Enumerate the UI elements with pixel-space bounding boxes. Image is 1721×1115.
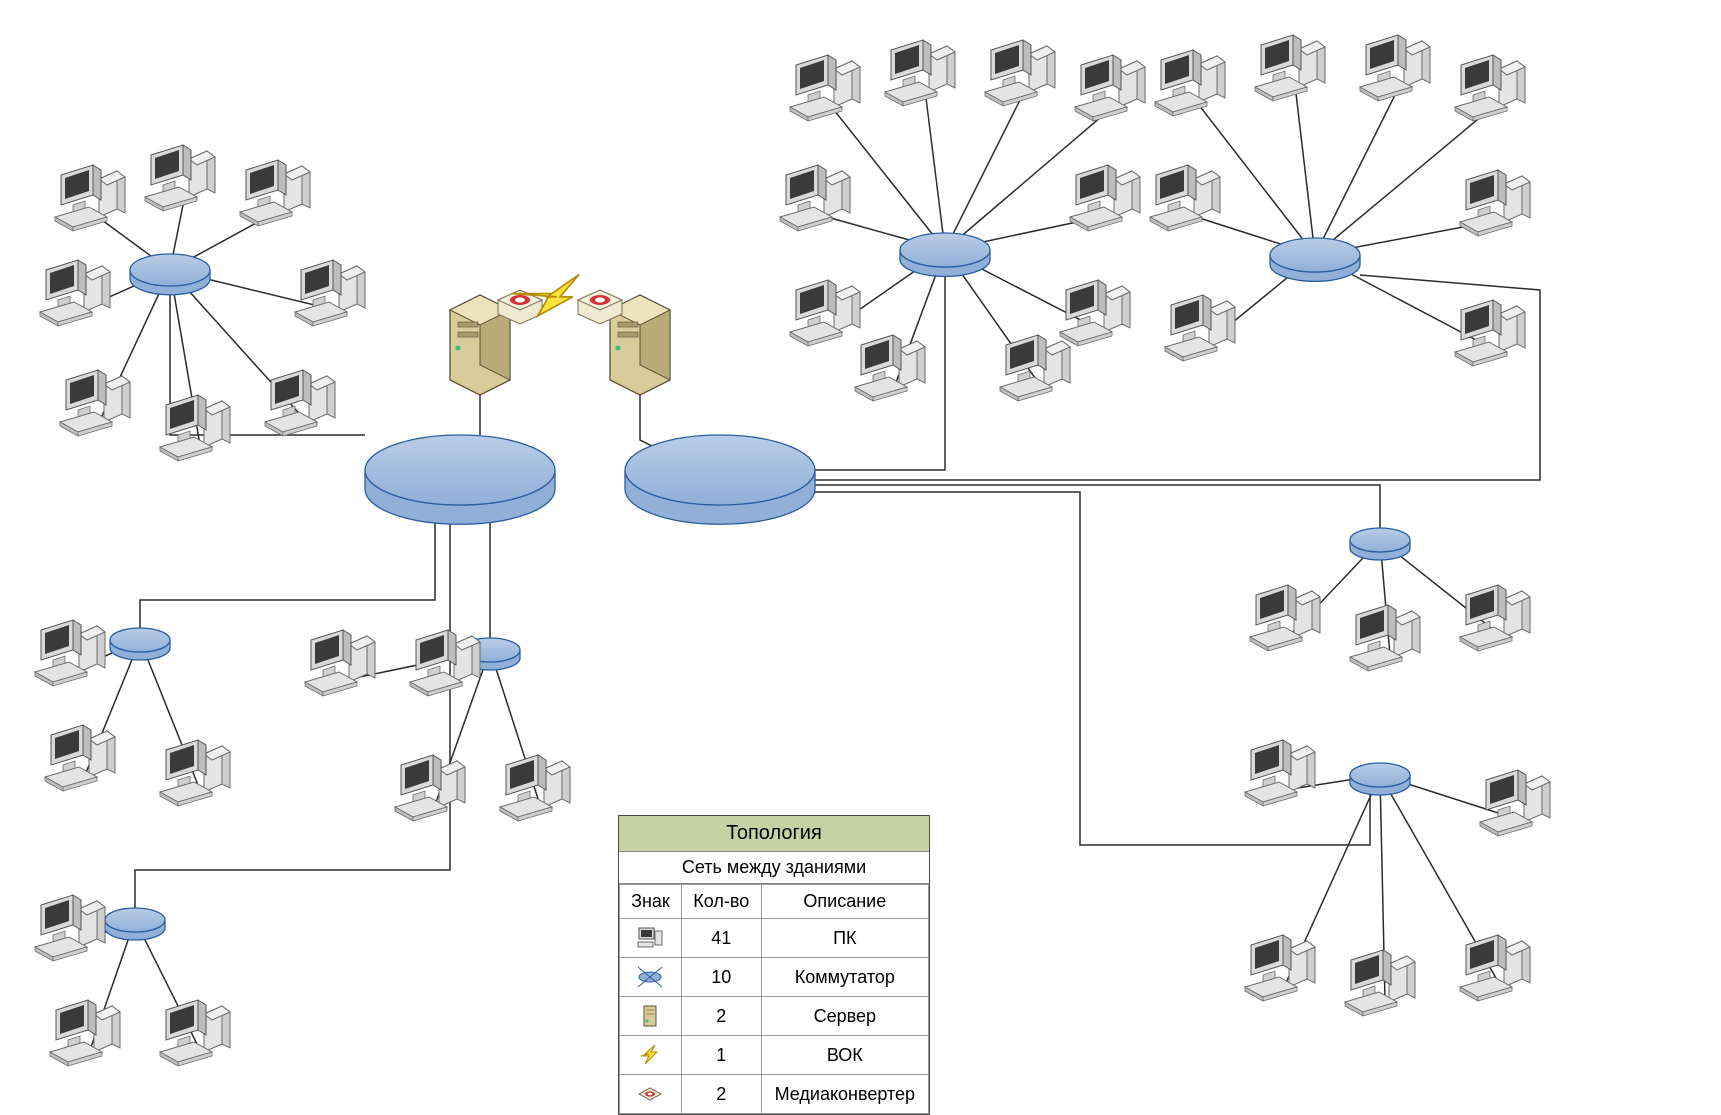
legend-qty: 1 [681,1036,761,1075]
server-icon [620,997,682,1036]
pc-icon [145,145,215,211]
pc-icon [265,370,335,436]
pc-icon [1155,50,1225,116]
pc-icon [1350,605,1420,671]
pc-icon [790,55,860,121]
pc-icon [1070,165,1140,231]
legend-col-desc: Описание [761,885,928,919]
pc-icon [1075,55,1145,121]
pc-icon [1245,935,1315,1001]
pc-icon [1480,770,1550,836]
pc-icon [1250,585,1320,651]
legend-qty: 2 [681,997,761,1036]
legend-title: Топология [619,816,929,852]
hub-icon [620,958,682,997]
legend-row: 41ПК [620,919,929,958]
pc-icon [305,630,375,696]
switch-icon [130,254,210,295]
legend-row: 10Коммутатор [620,958,929,997]
switch-icon [365,435,555,524]
pc-icon [1060,280,1130,346]
pc-icon [295,260,365,326]
pc-icon [855,335,925,401]
pc-link [1315,85,1400,255]
pc-icon [885,40,955,106]
legend-qty: 10 [681,958,761,997]
legend-subtitle: Сеть между зданиями [619,852,929,884]
pc-icon [790,280,860,346]
pc-icon [55,165,125,231]
pc-icon [50,1000,120,1066]
backbone-link [140,505,435,628]
pc-icon [35,895,105,961]
switch-icon [1270,238,1360,281]
legend-qty: 2 [681,1075,761,1114]
switch-icon [625,435,815,524]
legend-col-sign: Знак [620,885,682,919]
pc-icon [160,395,230,461]
legend-desc: Сервер [761,997,928,1036]
pc-icon [60,370,130,436]
pc-link [1295,85,1315,255]
backbone-link [135,505,450,908]
legend-row: 2Сервер [620,997,929,1036]
pc-icon [1460,170,1530,236]
switch-icon [1350,528,1410,560]
pc-icon [395,755,465,821]
switch-icon [1350,763,1410,795]
legend-desc: Коммутатор [761,958,928,997]
pc-icon [620,919,682,958]
pc-icon [160,1000,230,1066]
network-topology-diagram: Топология Сеть между зданиями Знак Кол-в… [0,0,1721,1115]
legend-desc: Медиаконвертер [761,1075,928,1114]
legend-desc: ПК [761,919,928,958]
pc-icon [1255,35,1325,101]
pc-icon [985,40,1055,106]
pc-icon [1460,935,1530,1001]
pc-icon [160,740,230,806]
legend-row: 1ВОК [620,1036,929,1075]
pc-icon [40,260,110,326]
backbone-link [640,395,660,450]
pc-icon [1165,295,1235,361]
pc-icon [1455,300,1525,366]
bolt-icon [620,1036,682,1075]
legend-box: Топология Сеть между зданиями Знак Кол-в… [618,815,930,1115]
pc-icon [35,620,105,686]
pc-icon [1000,335,1070,401]
switch-icon [900,233,990,276]
pc-icon [410,630,480,696]
pc-icon [1345,950,1415,1016]
pc-icon [1245,740,1315,806]
media-icon [620,1075,682,1114]
pc-icon [240,160,310,226]
switch-icon [105,908,165,940]
legend-row: 2Медиаконвертер [620,1075,929,1114]
legend-desc: ВОК [761,1036,928,1075]
legend-qty: 41 [681,919,761,958]
switch-icon [110,628,170,660]
pc-link [925,90,945,250]
legend-table: Знак Кол-во Описание 41ПК10Коммутатор2Се… [619,884,929,1114]
pc-icon [1460,585,1530,651]
pc-icon [1455,55,1525,121]
legend-col-qty: Кол-во [681,885,761,919]
pc-icon [1360,35,1430,101]
pc-link [945,90,1025,250]
pc-icon [45,725,115,791]
